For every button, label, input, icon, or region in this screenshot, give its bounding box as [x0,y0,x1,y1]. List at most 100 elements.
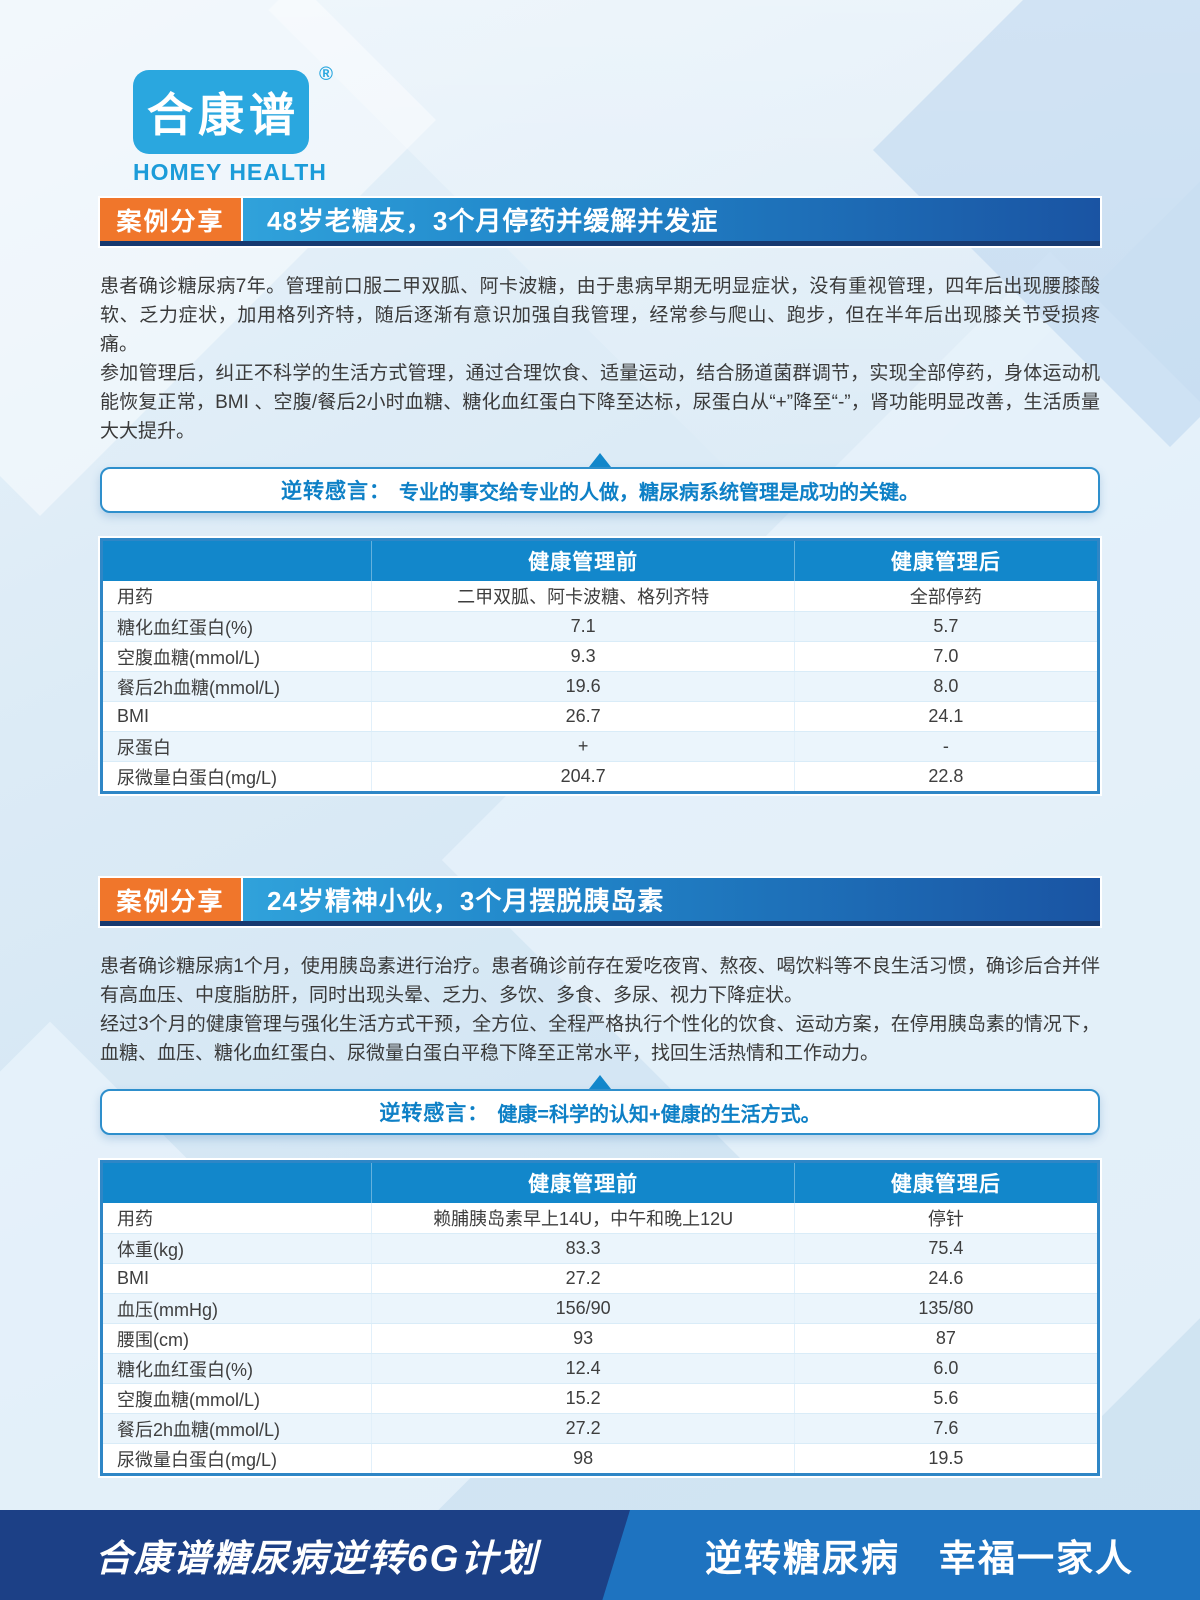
case2-header-bar: 案例分享 24岁精神小伙，3个月摆脱胰岛素 [100,878,1100,926]
logo-english-name: HOMEY HEALTH [133,159,327,185]
case1-title: 48岁老糖友，3个月停药并缓解并发症 [243,198,1100,241]
case2-title: 24岁精神小伙，3个月摆脱胰岛素 [243,878,1100,921]
table-row: 空腹血糖(mmol/L) 15.2 5.6 [103,1383,1097,1413]
row-label: BMI [117,1268,150,1288]
table-body: 用药 二甲双胍、阿卡波糖、格列齐特 全部停药 糖化血红蛋白(%) 7.1 5.7… [103,581,1097,791]
value-before: 7.1 [371,612,793,641]
callout-arrow-up-icon [589,1075,611,1089]
footer-slogan: 逆转糖尿病 幸福一家人 [705,1538,1134,1579]
row-label: 糖化血红蛋白(%) [117,617,253,638]
table-row: 血压(mmHg) 156/90 135/80 [103,1293,1097,1323]
row-label: 尿蛋白 [117,737,171,758]
table-row: BMI 26.7 24.1 [103,701,1097,731]
value-after: 停针 [793,1203,1097,1233]
logo-chinese-name: 合康谱 [147,89,300,141]
quote-label: 逆转感言： [281,480,391,503]
case1-comparison-table: 健康管理前 健康管理后 用药 二甲双胍、阿卡波糖、格列齐特 全部停药 糖化血红蛋… [100,538,1100,794]
brand-logo: 合康谱 ® HOMEY HEALTH [133,0,333,186]
row-label: 腰围(cm) [117,1329,189,1350]
case1-paragraph-1: 患者确诊糖尿病7年。管理前口服二甲双胍、阿卡波糖，由于患病早期无明显症状，没有重… [100,276,1100,355]
value-after: 24.6 [793,1264,1097,1293]
footer-left-panel [0,1510,630,1600]
value-before: 19.6 [371,672,793,701]
case1-header-bar: 案例分享 48岁老糖友，3个月停药并缓解并发症 [100,198,1100,246]
logo-badge: 合康谱 ® [133,64,333,154]
value-before: 9.3 [371,642,793,671]
case2-paragraph-1: 患者确诊糖尿病1个月，使用胰岛素进行治疗。患者确诊前存在爱吃夜宵、熬夜、喝饮料等… [100,956,1100,1006]
table-body: 用药 赖脯胰岛素早上14U，中午和晚上12U 停针 体重(kg) 83.3 75… [103,1203,1097,1473]
case1-quote-callout: 逆转感言： 专业的事交给专业的人做，糖尿病系统管理是成功的关键。 [100,453,1100,513]
case1-paragraph-2: 参加管理后，纠正不科学的生活方式管理，通过合理饮食、适量运动，结合肠道菌群调节，… [100,363,1100,442]
row-label: 空腹血糖(mmol/L) [117,1389,260,1410]
value-before: 98 [371,1444,793,1473]
table-header-empty [103,1163,371,1203]
value-after: 6.0 [793,1354,1097,1383]
row-label: 体重(kg) [117,1239,184,1260]
row-label: 空腹血糖(mmol/L) [117,647,260,668]
table-row: 用药 二甲双胍、阿卡波糖、格列齐特 全部停药 [103,581,1097,611]
value-after: 5.7 [793,612,1097,641]
quote-text: 健康=科学的认知+健康的生活方式。 [497,1103,821,1126]
row-label: BMI [117,706,150,726]
value-after: 7.6 [793,1414,1097,1443]
case1-badge: 案例分享 [100,198,243,241]
case2-comparison-table: 健康管理前 健康管理后 用药 赖脯胰岛素早上14U，中午和晚上12U 停针 体重… [100,1160,1100,1476]
case1-description: 患者确诊糖尿病7年。管理前口服二甲双胍、阿卡波糖，由于患病早期无明显症状，没有重… [100,272,1100,446]
value-before: 27.2 [371,1414,793,1443]
table-header-after: 健康管理后 [793,1163,1097,1203]
value-after: 87 [793,1324,1097,1353]
row-label: 用药 [117,587,153,607]
row-label: 尿微量白蛋白(mg/L) [117,1449,278,1470]
table-header-before: 健康管理前 [371,1163,793,1203]
row-label: 餐后2h血糖(mmol/L) [117,1419,281,1440]
value-after: - [793,732,1097,761]
value-before: 二甲双胍、阿卡波糖、格列齐特 [371,581,793,611]
case2-badge: 案例分享 [100,878,243,921]
row-label: 餐后2h血糖(mmol/L) [117,677,281,698]
value-before: 83.3 [371,1234,793,1263]
table-row: BMI 27.2 24.6 [103,1263,1097,1293]
table-row: 尿微量白蛋白(mg/L) 204.7 22.8 [103,761,1097,791]
row-label: 糖化血红蛋白(%) [117,1359,253,1380]
value-after: 24.1 [793,702,1097,731]
value-after: 8.0 [793,672,1097,701]
content-column: 合康谱 ® HOMEY HEALTH 案例分享 48岁老糖友，3个月停药并缓解并… [100,0,1100,1551]
value-before: 93 [371,1324,793,1353]
value-before: 12.4 [371,1354,793,1383]
footer-program-name: 合康谱糖尿病逆转6G计划 [95,1538,539,1579]
case1-quote-box: 逆转感言： 专业的事交给专业的人做，糖尿病系统管理是成功的关键。 [100,467,1100,513]
table-header-row: 健康管理前 健康管理后 [103,541,1097,581]
section-spacer [100,794,1100,866]
quote-text: 专业的事交给专业的人做，糖尿病系统管理是成功的关键。 [399,481,919,504]
value-before: + [371,732,793,761]
value-before: 156/90 [371,1294,793,1323]
value-after: 19.5 [793,1444,1097,1473]
row-label: 用药 [117,1209,153,1229]
value-before: 赖脯胰岛素早上14U，中午和晚上12U [371,1203,793,1233]
value-before: 27.2 [371,1264,793,1293]
value-after: 全部停药 [793,581,1097,611]
table-row: 用药 赖脯胰岛素早上14U，中午和晚上12U 停针 [103,1203,1097,1233]
footer-banner: 合康谱糖尿病逆转6G计划 逆转糖尿病 幸福一家人 [0,1510,1200,1600]
value-after: 75.4 [793,1234,1097,1263]
table-header-before: 健康管理前 [371,541,793,581]
table-header-empty [103,541,371,581]
value-after: 135/80 [793,1294,1097,1323]
table-row: 腰围(cm) 93 87 [103,1323,1097,1353]
table-header-row: 健康管理前 健康管理后 [103,1163,1097,1203]
case2-quote-box: 逆转感言： 健康=科学的认知+健康的生活方式。 [100,1089,1100,1135]
case2-paragraph-2: 经过3个月的健康管理与强化生活方式干预，全方位、全程严格执行个性化的饮食、运动方… [100,1014,1100,1064]
value-before: 26.7 [371,702,793,731]
registered-trademark-icon: ® [319,64,333,85]
table-row: 空腹血糖(mmol/L) 9.3 7.0 [103,641,1097,671]
table-header-after: 健康管理后 [793,541,1097,581]
table-row: 体重(kg) 83.3 75.4 [103,1233,1097,1263]
callout-arrow-up-icon [589,453,611,467]
value-after: 5.6 [793,1384,1097,1413]
value-after: 7.0 [793,642,1097,671]
value-after: 22.8 [793,762,1097,791]
quote-label: 逆转感言： [379,1102,490,1125]
table-row: 尿蛋白 + - [103,731,1097,761]
table-row: 餐后2h血糖(mmol/L) 19.6 8.0 [103,671,1097,701]
